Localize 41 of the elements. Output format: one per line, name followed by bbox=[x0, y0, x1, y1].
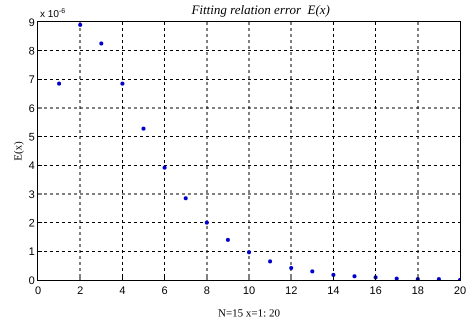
point bbox=[352, 274, 356, 278]
y-tick-label: 9 bbox=[28, 16, 35, 29]
y-axis-title: E(x) bbox=[12, 140, 24, 161]
x-tick-label: 10 bbox=[242, 285, 256, 298]
text: x 10$^{-6}$ bbox=[40, 8, 66, 20]
point bbox=[394, 276, 399, 280]
x-tick-label: 20 bbox=[454, 285, 466, 298]
point bbox=[226, 238, 230, 242]
x-tick-label: 6 bbox=[162, 285, 168, 298]
point bbox=[142, 126, 146, 131]
point bbox=[310, 269, 314, 274]
point bbox=[247, 250, 251, 254]
point bbox=[57, 82, 62, 86]
point bbox=[204, 220, 209, 225]
point bbox=[99, 42, 104, 46]
point bbox=[268, 259, 272, 264]
y-tick-label: 4 bbox=[28, 160, 35, 172]
x-tick-label: 2 bbox=[77, 285, 84, 298]
x-tick-label: 16 bbox=[369, 285, 382, 298]
point bbox=[184, 196, 188, 200]
x-tick-label: 12 bbox=[285, 285, 298, 298]
point bbox=[331, 272, 336, 277]
y-tick-label: 7 bbox=[28, 74, 35, 86]
x-axis-title: N=15 x=1: 20 bbox=[218, 307, 280, 320]
chart-title: Fitting relation error E(x) bbox=[190, 2, 330, 17]
y-tick-label: 8 bbox=[28, 46, 35, 58]
point bbox=[289, 266, 294, 270]
point bbox=[436, 277, 441, 280]
x-tick-label: 8 bbox=[204, 285, 210, 298]
point bbox=[120, 82, 124, 86]
x-tick-label: 18 bbox=[412, 285, 424, 298]
y-tick-label: 1 bbox=[28, 246, 35, 258]
y-tick-label: 3 bbox=[28, 188, 35, 201]
y-tick-label: 0 bbox=[28, 274, 35, 287]
y-tick-label: 6 bbox=[28, 102, 35, 115]
x-tick-label: 4 bbox=[119, 285, 126, 298]
point bbox=[162, 166, 167, 170]
x-tick-label: 14 bbox=[327, 285, 340, 298]
y-tick-label: 2 bbox=[28, 218, 35, 230]
point bbox=[78, 22, 82, 27]
y-tick-label: 5 bbox=[28, 132, 35, 144]
